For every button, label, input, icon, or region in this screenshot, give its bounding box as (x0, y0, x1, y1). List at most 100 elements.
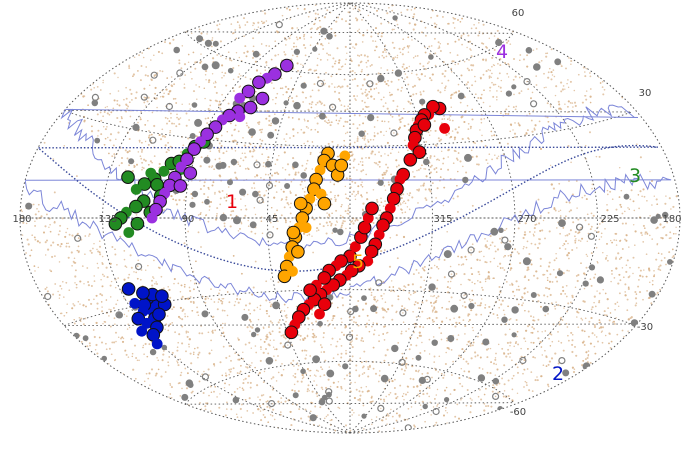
background-dot (184, 315, 187, 318)
background-dot (324, 82, 326, 85)
background-dot (382, 96, 385, 99)
background-dot (216, 54, 219, 56)
background-dot (409, 192, 412, 195)
background-dot (337, 381, 340, 383)
background-dot (483, 89, 485, 91)
background-dot (238, 24, 241, 26)
background-dot (400, 332, 403, 335)
background-dot (519, 54, 522, 56)
background-dot (407, 123, 410, 126)
background-dot (505, 227, 508, 230)
background-dot (342, 220, 345, 222)
background-dot (353, 95, 356, 98)
background-dot (178, 59, 181, 62)
background-dot (378, 340, 381, 343)
background-dot (457, 19, 459, 21)
background-dot (59, 285, 62, 287)
background-dot (259, 308, 261, 311)
background-dot (653, 270, 655, 272)
background-dot (450, 71, 453, 73)
background-dot (340, 356, 343, 359)
background-dot (367, 59, 370, 62)
background-dot (265, 60, 268, 63)
background-dot (350, 151, 353, 153)
background-dot (367, 141, 370, 143)
background-dot (177, 118, 180, 121)
background-dot (430, 45, 433, 47)
background-dot (175, 203, 179, 206)
background-dot (75, 175, 78, 178)
background-dot (228, 301, 231, 304)
background-dot (214, 86, 216, 88)
background-dot (260, 131, 263, 134)
background-dot (163, 209, 166, 212)
background-dot (559, 215, 562, 217)
background-dot (653, 195, 656, 197)
background-dot (522, 302, 524, 304)
background-dot (114, 253, 117, 256)
background-dot (252, 37, 255, 40)
background-dot (218, 406, 221, 409)
background-dot (253, 28, 256, 31)
background-dot (589, 361, 592, 364)
background-dot (518, 92, 521, 95)
background-dot (548, 287, 551, 290)
background-dot (360, 88, 363, 90)
background-dot (385, 169, 388, 172)
background-dot (361, 137, 364, 139)
background-dot (450, 296, 453, 299)
background-dot (143, 380, 146, 383)
background-dot (553, 75, 556, 78)
background-dot (477, 395, 480, 398)
background-dot (423, 350, 426, 352)
background-dot (203, 181, 206, 184)
background-dot (475, 27, 478, 30)
background-dot (188, 286, 191, 289)
background-dot (430, 79, 433, 82)
background-dot (657, 268, 660, 271)
background-dot (221, 302, 224, 305)
background-dot (195, 84, 197, 86)
background-dot (608, 319, 611, 322)
background-dot (401, 352, 404, 355)
background-dot (126, 107, 128, 110)
background-dot (279, 87, 282, 90)
background-dot (77, 245, 80, 248)
background-dot (593, 295, 596, 298)
background-dot (215, 218, 218, 221)
background-dot (242, 389, 245, 391)
background-dot (31, 234, 34, 237)
background-dot (289, 137, 291, 139)
background-dot (665, 195, 667, 197)
background-dot (259, 138, 262, 141)
background-dot (611, 241, 613, 244)
background-dot (363, 138, 366, 141)
background-dot (142, 56, 145, 59)
background-dot (249, 330, 251, 332)
background-dot (550, 357, 554, 360)
background-dot (461, 137, 464, 141)
background-dot (391, 115, 394, 118)
background-dot (265, 309, 268, 313)
background-dot (512, 78, 515, 81)
background-dot (545, 356, 548, 359)
background-dot (502, 309, 505, 312)
background-dot (500, 90, 502, 93)
background-dot (277, 321, 280, 324)
background-dot (144, 105, 147, 107)
background-dot (56, 243, 59, 246)
background-dot (462, 358, 465, 360)
background-dot (380, 22, 383, 25)
background-dot (108, 362, 110, 365)
background-dot (240, 198, 242, 200)
background-dot (265, 400, 268, 403)
background-dot (434, 64, 437, 67)
background-dot (160, 275, 163, 278)
background-dot (248, 318, 251, 321)
background-dot (181, 295, 184, 298)
background-dot (284, 337, 287, 340)
background-dot (133, 344, 137, 347)
background-dot (135, 357, 138, 359)
background-dot (248, 397, 251, 400)
background-dot (385, 130, 387, 133)
